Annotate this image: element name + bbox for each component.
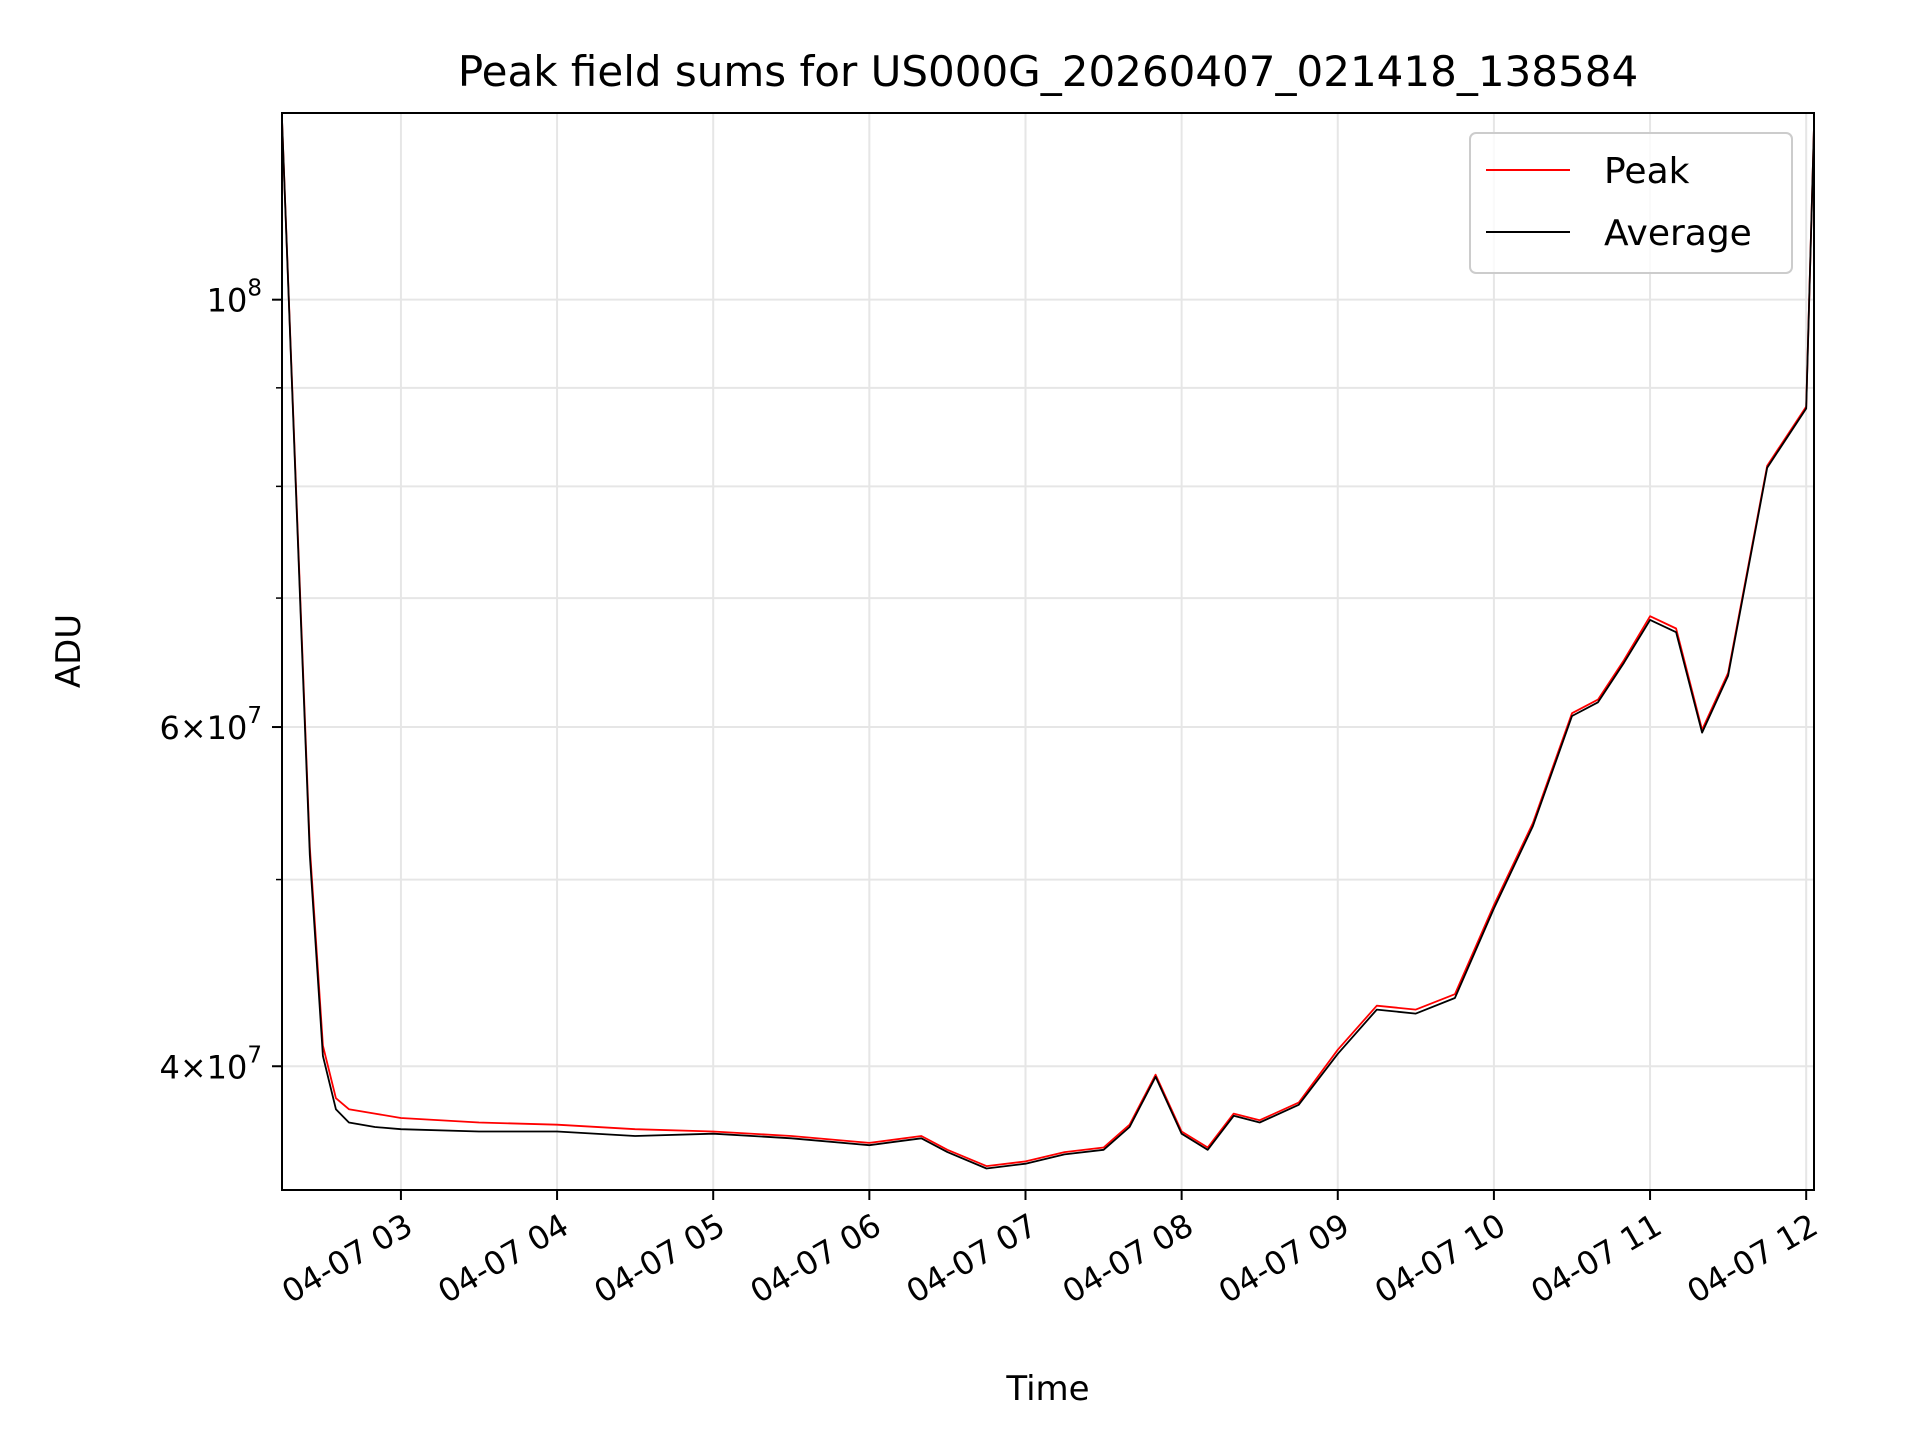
legend-label-peak: Peak bbox=[1604, 151, 1690, 192]
y-axis-label: ADU bbox=[49, 614, 89, 688]
y-tick-label: 4×107 bbox=[159, 1042, 262, 1086]
plot-frame bbox=[281, 112, 1815, 1191]
y-tick-mantissa: 4 bbox=[159, 1048, 179, 1086]
y-tick-base: 10 bbox=[207, 282, 248, 320]
y-tick-base: 10 bbox=[207, 1048, 248, 1086]
grid bbox=[282, 113, 1814, 1190]
legend-box bbox=[1469, 132, 1793, 274]
y-tick-label: 6×107 bbox=[159, 703, 262, 747]
y-tick-operator: × bbox=[180, 709, 207, 747]
y-tick-exponent: 7 bbox=[247, 703, 262, 729]
y-tick-exponent: 7 bbox=[247, 1042, 262, 1068]
series-line-peak bbox=[281, 119, 1815, 1167]
legend: Peak Average bbox=[1469, 132, 1793, 274]
y-tick-base: 10 bbox=[207, 709, 248, 747]
legend-label-average: Average bbox=[1604, 213, 1752, 254]
series-layer bbox=[281, 119, 1815, 1170]
y-tick-label: 108 bbox=[207, 276, 262, 320]
chart-title: Peak field sums for US000G_20260407_0214… bbox=[458, 47, 1638, 96]
y-tick-operator: × bbox=[180, 1048, 207, 1086]
y-tick-exponent: 8 bbox=[247, 276, 262, 302]
y-tick-mantissa: 6 bbox=[159, 709, 179, 747]
x-axis-label: Time bbox=[1005, 1369, 1089, 1409]
series-line-average bbox=[281, 119, 1815, 1170]
